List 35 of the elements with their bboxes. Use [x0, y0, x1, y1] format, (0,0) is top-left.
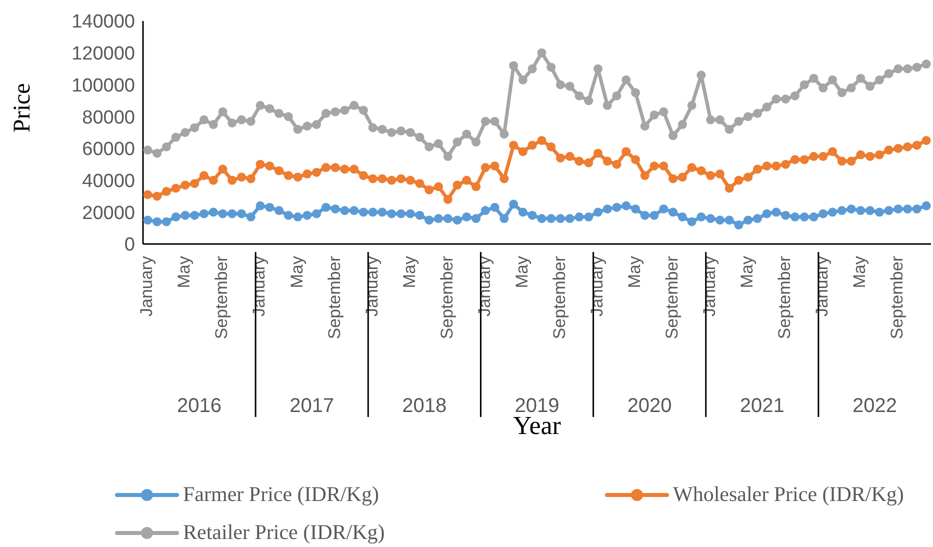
- x-tick-label: September: [212, 256, 232, 340]
- x-tick-label: May: [512, 256, 532, 288]
- x-tick-label: September: [775, 256, 794, 340]
- text: 2016: [177, 395, 222, 417]
- x-tick-label: May: [738, 256, 757, 288]
- x-tick-label: September: [888, 256, 907, 340]
- y-tick-label: 60000: [82, 139, 135, 160]
- x-tick-label: May: [174, 256, 194, 288]
- text: 2020: [627, 395, 672, 417]
- legend-label: Wholesaler Price (IDR/Kg): [672, 482, 904, 507]
- y-tick-label: 100000: [72, 75, 135, 96]
- y-axis-title: Price: [10, 83, 36, 132]
- x-tick-label: May: [400, 256, 419, 288]
- x-tick-label: May: [287, 256, 306, 288]
- x-tick-label: January: [362, 256, 382, 316]
- x-tick-label: May: [624, 256, 644, 288]
- y-tick-label: 20000: [82, 202, 135, 224]
- text: 2022: [852, 395, 897, 417]
- x-tick-label: September: [550, 256, 569, 340]
- y-tick-label: 80000: [82, 107, 135, 128]
- text: 2017: [290, 395, 334, 417]
- legend-label: Retailer Price (IDR/Kg): [182, 520, 385, 545]
- x-tick-label: September: [324, 256, 344, 340]
- legend-label: Farmer Price (IDR/Kg): [182, 482, 379, 507]
- y-tick-label: 0: [124, 234, 135, 256]
- text: 2021: [740, 395, 784, 417]
- x-tick-label: September: [437, 256, 456, 340]
- x-tick-label: May: [850, 256, 870, 288]
- y-tick-label: 40000: [82, 171, 135, 192]
- x-tick-label: January: [474, 256, 494, 316]
- x-tick-label: September: [662, 256, 682, 340]
- y-tick-label: 120000: [72, 44, 135, 65]
- text: 2018: [402, 395, 447, 417]
- x-tick-label: January: [137, 256, 156, 316]
- y-tick-label: 140000: [72, 12, 135, 33]
